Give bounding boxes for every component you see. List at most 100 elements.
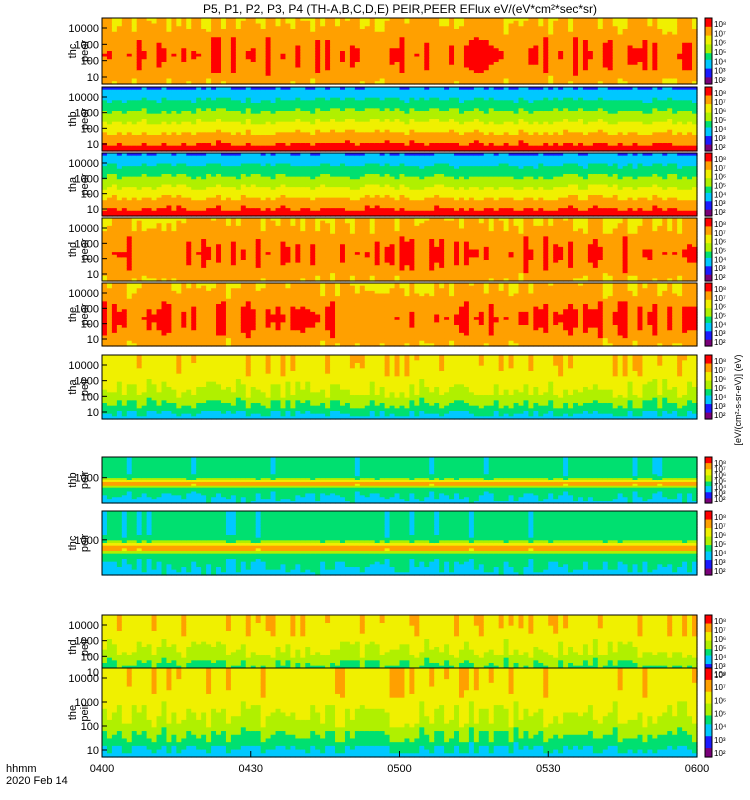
heatmap-cell <box>439 78 445 82</box>
heatmap-cell <box>563 20 569 25</box>
heatmap-cell <box>121 20 128 25</box>
heatmap-cell <box>573 34 579 38</box>
heatmap-cell <box>672 29 678 33</box>
heatmap-cell <box>310 37 316 41</box>
heatmap-cell <box>449 78 455 82</box>
heatmap-cell <box>424 18 430 22</box>
heatmap-cell <box>419 62 425 66</box>
heatmap-cell <box>463 51 470 55</box>
heatmap-cell <box>632 73 639 77</box>
heatmap-cell <box>558 29 564 33</box>
heatmap-cell <box>533 62 539 66</box>
heatmap-cell <box>553 34 559 38</box>
heatmap-cell <box>161 116 168 120</box>
heatmap-cell <box>543 34 549 38</box>
heatmap-cell <box>235 78 242 82</box>
heatmap-cell <box>310 45 316 49</box>
heatmap-cell <box>305 73 311 77</box>
heatmap-cell <box>230 40 237 44</box>
heatmap-cell <box>657 75 663 80</box>
heatmap-cell <box>364 67 371 71</box>
heatmap-cell <box>592 75 599 80</box>
heatmap-cell <box>106 48 113 52</box>
heatmap-cell <box>250 64 257 69</box>
heatmap-cell <box>230 78 237 82</box>
heatmap-cell <box>384 26 391 30</box>
heatmap-cell <box>463 42 470 47</box>
heatmap-cell <box>305 45 311 49</box>
heatmap-cell <box>171 113 177 117</box>
heatmap-cell <box>270 37 277 41</box>
heatmap-cell <box>597 42 604 47</box>
heatmap-cell <box>216 23 222 27</box>
heatmap-cell <box>553 67 559 71</box>
heatmap-cell <box>558 40 564 44</box>
heatmap-cell <box>235 64 242 69</box>
heatmap-cell <box>186 59 192 63</box>
heatmap-cell <box>181 70 187 74</box>
heatmap-cell <box>349 64 356 69</box>
heatmap-cell <box>121 59 128 63</box>
heatmap-cell <box>191 51 197 55</box>
heatmap-cell <box>161 75 168 80</box>
heatmap-cell <box>315 29 321 33</box>
heatmap-cell <box>330 62 336 66</box>
heatmap-cell <box>166 45 173 49</box>
heatmap-cell <box>468 64 475 69</box>
heatmap-cell <box>225 48 232 52</box>
heatmap-cell <box>439 70 445 74</box>
heatmap-cell <box>240 70 247 74</box>
heatmap-cell <box>201 105 207 109</box>
heatmap-cell <box>493 26 500 30</box>
heatmap-cell <box>166 40 173 44</box>
heatmap-cell <box>111 129 118 133</box>
heatmap-cell <box>166 103 173 107</box>
heatmap-cell <box>320 18 326 22</box>
heatmap-cell <box>171 70 177 74</box>
heatmap-cell <box>419 42 425 47</box>
heatmap-cell <box>548 81 554 85</box>
heatmap-cell <box>642 73 649 77</box>
heatmap-cell <box>300 26 306 30</box>
heatmap-cell <box>573 81 579 85</box>
heatmap-cell <box>349 45 356 49</box>
heatmap-cell <box>444 62 450 66</box>
heatmap-cell <box>493 78 500 82</box>
heatmap-cell <box>196 132 202 136</box>
heatmap-cell <box>454 81 460 85</box>
heatmap-cell <box>508 37 515 41</box>
heatmap-cell <box>429 20 435 25</box>
heatmap-cell <box>305 29 311 33</box>
heatmap-cell <box>627 45 634 49</box>
heatmap-cell <box>206 56 212 60</box>
heatmap-cell <box>106 129 113 133</box>
heatmap-cell <box>389 73 396 77</box>
heatmap-cell <box>518 51 525 55</box>
heatmap-cell <box>136 113 143 117</box>
heatmap-cell <box>597 81 604 85</box>
heatmap-cell <box>131 67 138 71</box>
heatmap-cell <box>126 31 133 36</box>
heatmap-cell <box>186 143 192 147</box>
heatmap-cell <box>196 116 202 120</box>
heatmap-cell <box>677 18 683 22</box>
heatmap-cell <box>260 62 267 66</box>
heatmap-cell <box>642 40 649 44</box>
heatmap-cell <box>191 18 197 22</box>
heatmap-cell <box>582 56 589 60</box>
heatmap-cell <box>171 78 177 82</box>
heatmap-cell <box>468 59 475 63</box>
heatmap-cell <box>250 78 257 82</box>
heatmap-cell <box>429 40 435 44</box>
heatmap-cell <box>141 53 148 58</box>
heatmap-cell <box>111 97 118 101</box>
heatmap-cell <box>414 73 420 77</box>
heatmap-cell <box>657 26 663 30</box>
heatmap-cell <box>543 37 549 41</box>
heatmap-cell <box>662 20 668 25</box>
heatmap-cell <box>131 127 138 131</box>
heatmap-cell <box>136 103 143 107</box>
heatmap-cell <box>344 78 351 82</box>
heatmap-cell <box>493 29 500 33</box>
heatmap-cell <box>176 62 182 66</box>
